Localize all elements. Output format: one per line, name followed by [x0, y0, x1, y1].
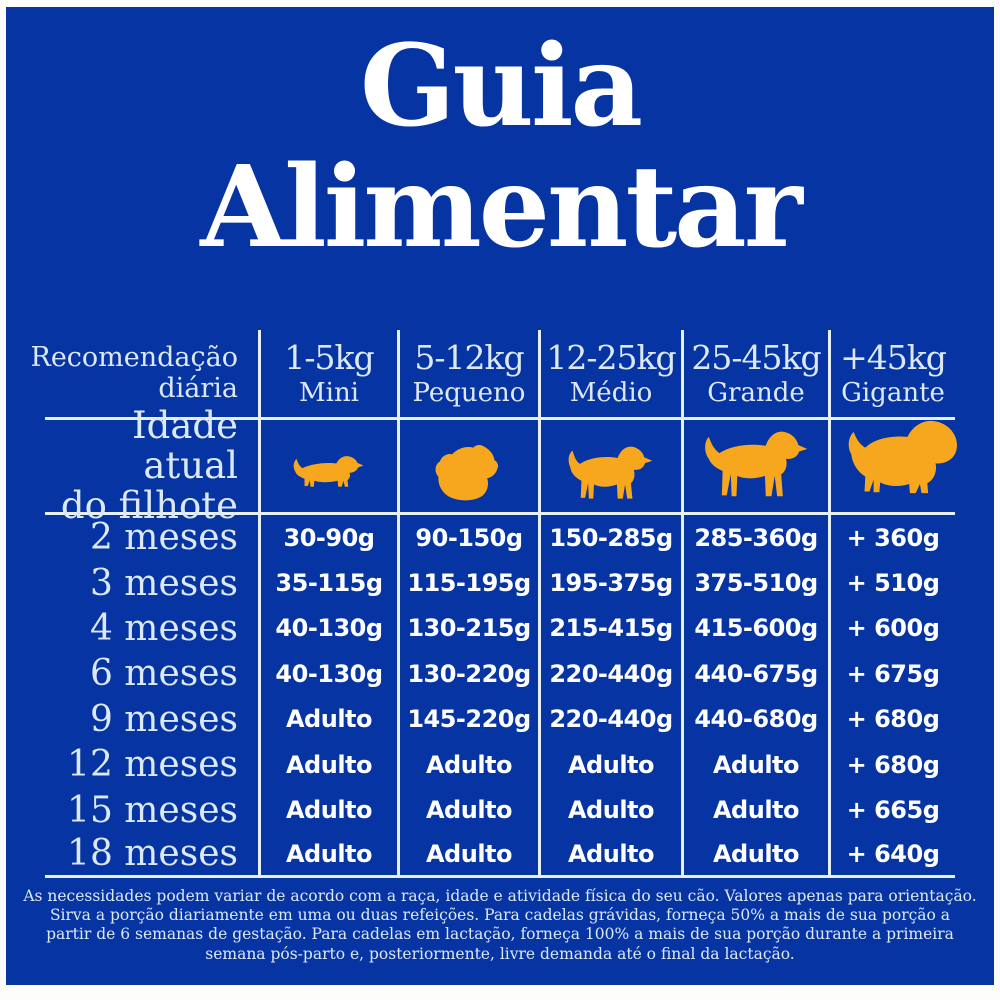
age-label: 18 meses: [45, 833, 258, 879]
ration-value: 130-220g: [397, 651, 538, 697]
corner-header: Recomendação diária: [30, 330, 258, 420]
size-label: Médio: [569, 378, 653, 408]
ration-value: 30-90g: [258, 515, 397, 561]
col-header-medio: 12-25kg Médio: [538, 330, 681, 420]
col-header-mini: 1-5kg Mini: [258, 330, 397, 420]
col-header-pequeno: 5-12kg Pequeno: [397, 330, 538, 420]
age-label: 2 meses: [89, 517, 238, 559]
dog-cell-mini: [258, 420, 397, 515]
ration-value: + 680g: [828, 741, 955, 788]
ration-value: Adulto: [258, 741, 397, 788]
col-header-grande: 25-45kg Grande: [681, 330, 828, 420]
title-line-1: Guia: [359, 21, 643, 152]
row-header-line-2: do filhote: [60, 483, 238, 527]
ration-value: 90-150g: [397, 515, 538, 561]
dog-cell-grande: [681, 420, 828, 515]
ration-value: Adulto: [397, 787, 538, 833]
age-label: 15 meses: [67, 789, 238, 831]
dog-gigante-icon: [848, 420, 957, 494]
ration-value: 150-285g: [538, 515, 681, 561]
dog-cell-gigante: [828, 420, 957, 515]
ration-value: Adulto: [538, 741, 681, 788]
ration-value: Adulto: [258, 787, 397, 833]
corner-header-line-1: Recomendação: [30, 342, 238, 374]
ration-value: 220-440g: [538, 651, 681, 697]
disclaimer-text: As necessidades podem variar de acordo c…: [6, 887, 994, 964]
dog-cell-medio: [538, 420, 681, 515]
title-line-2: Alimentar: [200, 141, 803, 273]
disclaimer-line-1: As necessidades podem variar de acordo c…: [23, 887, 977, 905]
ration-value: 215-415g: [538, 605, 681, 652]
feeding-table: Recomendação diária 1-5kg Mini 5-12kg Pe…: [30, 330, 957, 879]
disclaimer-line-3: partir de 6 semanas de gestação. Para ca…: [46, 925, 954, 944]
ration-value: + 680g: [828, 696, 955, 742]
ration-value: Adulto: [258, 832, 397, 879]
ration-value: Adulto: [681, 832, 828, 879]
row-header: Idade atual do filhote: [45, 406, 258, 525]
ration-value: 145-220g: [397, 696, 538, 742]
ration-value: + 675g: [828, 651, 955, 697]
col-header-gigante: +45kg Gigante: [828, 330, 955, 420]
weight-range-label: 1-5kg: [284, 338, 374, 377]
ration-value: + 640g: [828, 832, 955, 879]
weight-range-label: 25-45kg: [691, 338, 821, 377]
ration-value: 440-675g: [681, 651, 828, 697]
size-label: Mini: [299, 378, 359, 408]
dog-medio-icon: [568, 446, 653, 499]
size-label: Pequeno: [412, 378, 526, 408]
ration-value: 195-375g: [538, 560, 681, 606]
ration-value: Adulto: [397, 741, 538, 788]
weight-range-label: +45kg: [840, 338, 947, 377]
age-label: 12 meses: [67, 744, 238, 786]
ration-value: Adulto: [681, 787, 828, 833]
ration-value: 40-130g: [258, 605, 397, 652]
ration-value: + 665g: [828, 787, 955, 833]
feeding-guide-panel: Guia Alimentar Recomendação diária 1-5kg…: [6, 7, 994, 985]
row-header-line-1: Idade atual: [132, 404, 238, 488]
disclaimer-line-4: semana pós-parto e, posteriormente, livr…: [205, 944, 795, 963]
ration-value: 115-195g: [397, 560, 538, 606]
age-label: 9 meses: [89, 698, 238, 740]
dog-pequeno-icon: [435, 445, 499, 501]
weight-range-label: 5-12kg: [414, 338, 524, 377]
ration-value: 440-680g: [681, 696, 828, 742]
age-label: 3 meses: [89, 562, 238, 604]
ration-value: + 360g: [828, 515, 955, 561]
ration-value: Adulto: [538, 787, 681, 833]
disclaimer-line-2: Sirva a porção diariamente em uma ou dua…: [49, 906, 951, 925]
weight-range-label: 12-25kg: [546, 338, 676, 377]
ration-value: + 510g: [828, 560, 955, 606]
corner-header-line-2: diária: [158, 372, 238, 404]
ration-value: 40-130g: [258, 651, 397, 697]
age-label: 4 meses: [89, 607, 238, 649]
ration-value: Adulto: [397, 832, 538, 879]
ration-value: 285-360g: [681, 515, 828, 561]
page-title: Guia Alimentar: [6, 7, 994, 269]
ration-value: 220-440g: [538, 696, 681, 742]
dog-grande-icon: [705, 431, 808, 497]
ration-value: 375-510g: [681, 560, 828, 606]
ration-value: 130-215g: [397, 605, 538, 652]
size-label: Grande: [707, 378, 805, 408]
dog-cell-pequeno: [397, 420, 538, 515]
ration-value: + 600g: [828, 605, 955, 652]
ration-value: Adulto: [538, 832, 681, 879]
ration-value: 415-600g: [681, 605, 828, 652]
ration-value: Adulto: [681, 741, 828, 788]
ration-value: 35-115g: [258, 560, 397, 606]
size-label: Gigante: [841, 378, 945, 408]
ration-value: Adulto: [258, 696, 397, 742]
age-label: 6 meses: [89, 653, 238, 695]
dog-mini-icon: [293, 456, 364, 487]
